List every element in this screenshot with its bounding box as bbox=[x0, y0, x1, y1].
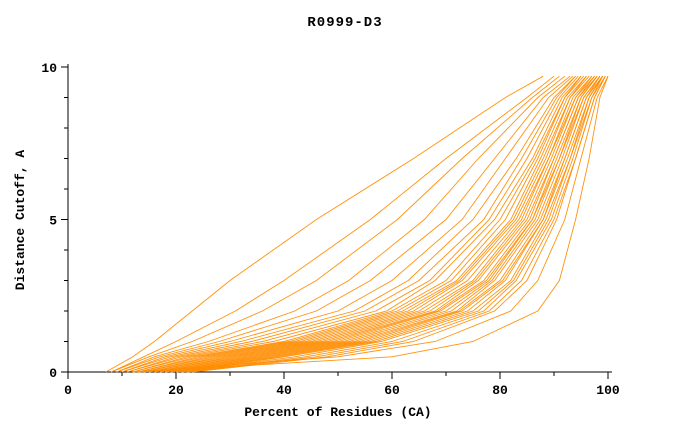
series-line bbox=[159, 75, 598, 373]
series-line bbox=[105, 75, 544, 373]
x-tick-label: 100 bbox=[596, 383, 620, 398]
series-line bbox=[116, 75, 571, 373]
series-line bbox=[181, 75, 604, 373]
x-tick-label: 60 bbox=[384, 383, 400, 398]
series-line bbox=[143, 75, 587, 373]
series-line bbox=[175, 75, 603, 373]
series-line bbox=[186, 75, 606, 373]
series-line bbox=[121, 75, 574, 373]
series-line bbox=[132, 75, 582, 373]
series-line bbox=[116, 75, 566, 373]
y-axis-label: Distance Cutoff, A bbox=[13, 150, 28, 291]
series-line bbox=[138, 76, 609, 373]
chart-title: R0999-D3 bbox=[307, 15, 382, 31]
series-line bbox=[127, 75, 576, 373]
y-tick-label: 5 bbox=[49, 214, 57, 229]
series-line bbox=[165, 75, 598, 373]
x-axis-label: Percent of Residues (CA) bbox=[244, 405, 431, 420]
series-line bbox=[154, 75, 595, 373]
series-curves bbox=[105, 75, 609, 373]
series-line bbox=[148, 75, 593, 373]
series-line bbox=[165, 75, 601, 373]
x-tick-label: 0 bbox=[64, 383, 72, 398]
series-line bbox=[132, 75, 582, 373]
series-line bbox=[159, 75, 598, 373]
series-line bbox=[148, 75, 593, 373]
series-line bbox=[111, 75, 560, 373]
series-line bbox=[111, 75, 555, 373]
x-tick-label: 40 bbox=[276, 383, 292, 398]
x-tick-label: 20 bbox=[168, 383, 184, 398]
series-line bbox=[138, 75, 585, 373]
series-line bbox=[138, 75, 587, 373]
y-tick-label: 10 bbox=[41, 61, 57, 76]
series-line bbox=[132, 75, 609, 373]
x-tick-label: 80 bbox=[492, 383, 508, 398]
y-tick-label: 0 bbox=[49, 366, 57, 381]
series-line bbox=[127, 75, 579, 373]
series-line bbox=[175, 75, 603, 373]
axes: 0 20 40 60 80 100 0 5 10 bbox=[41, 61, 620, 398]
series-line bbox=[170, 75, 601, 373]
series-line bbox=[181, 75, 603, 373]
series-line bbox=[192, 75, 606, 373]
series-line bbox=[143, 75, 590, 373]
series-line bbox=[121, 75, 576, 373]
